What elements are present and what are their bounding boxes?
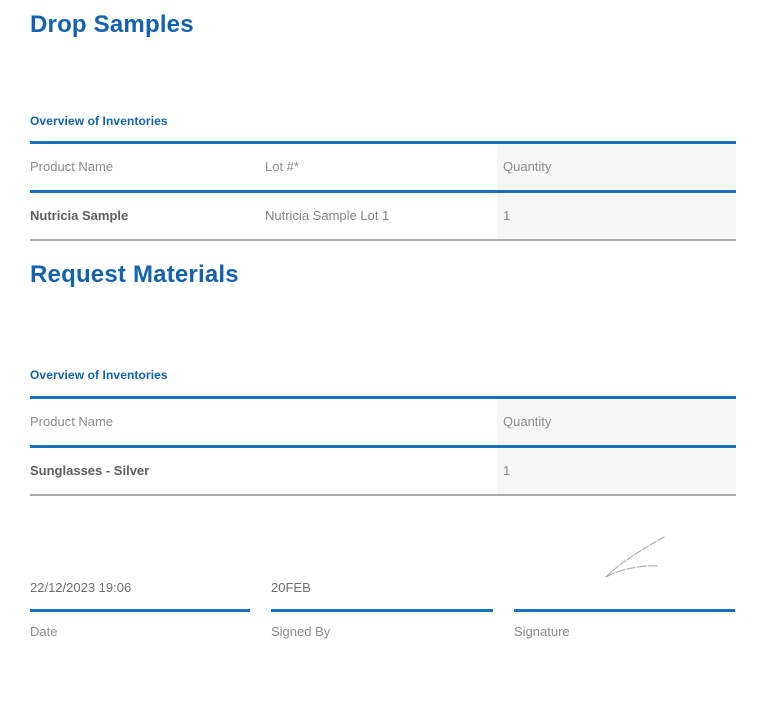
- cell-quantity: 1: [497, 193, 736, 240]
- request-materials-table: Product Name Quantity Sunglasses - Silve…: [30, 395, 736, 496]
- date-underline: [30, 608, 250, 612]
- column-header-quantity: Quantity: [497, 398, 736, 445]
- cell-quantity: 1: [497, 447, 736, 494]
- date-value-box: 22/12/2023 19:06: [30, 496, 250, 609]
- drop-samples-table: Product Name Lot #* Quantity Nutricia Sa…: [30, 141, 736, 242]
- signature-field-signed-by: 20FEB Signed By: [271, 496, 493, 639]
- cell-product-name: Sunglasses - Silver: [30, 462, 150, 478]
- signature-section: 22/12/2023 19:06 Date 20FEB Signed By Si…: [30, 496, 736, 639]
- table-caption-overview-1: Overview of Inventories: [30, 114, 168, 128]
- table-row: Sunglasses - Silver 1: [30, 447, 736, 496]
- column-header-product-name: Product Name: [30, 413, 114, 429]
- signature-field-date: 22/12/2023 19:06 Date: [30, 496, 250, 639]
- signature-stroke-icon: [605, 536, 665, 578]
- cell-product-name: Nutricia Sample: [30, 208, 129, 224]
- table-header-row: Product Name Quantity: [30, 398, 736, 448]
- page-title-request-materials: Request Materials: [30, 261, 239, 289]
- signed-by-underline: [271, 608, 493, 612]
- signature-label: Signature: [514, 623, 570, 639]
- date-value: 22/12/2023 19:06: [30, 579, 132, 595]
- signed-by-value-box: 20FEB: [271, 496, 493, 609]
- column-header-lot: Lot #*: [265, 159, 299, 175]
- signature-field-signature: Signature: [514, 496, 735, 639]
- signature-value-box: [514, 496, 735, 609]
- table-row: Nutricia Sample Nutricia Sample Lot 1 1: [30, 193, 736, 242]
- page-title-drop-samples: Drop Samples: [30, 11, 194, 38]
- cell-lot: Nutricia Sample Lot 1: [265, 208, 390, 224]
- column-header-product-name: Product Name: [30, 159, 114, 175]
- column-header-quantity: Quantity: [497, 144, 736, 191]
- signed-by-value: 20FEB: [271, 579, 311, 595]
- signature-underline: [514, 608, 735, 612]
- table-caption-overview-2: Overview of Inventories: [30, 368, 168, 383]
- signed-by-label: Signed By: [271, 623, 331, 639]
- table-header-row: Product Name Lot #* Quantity: [30, 144, 736, 194]
- date-label: Date: [30, 623, 58, 639]
